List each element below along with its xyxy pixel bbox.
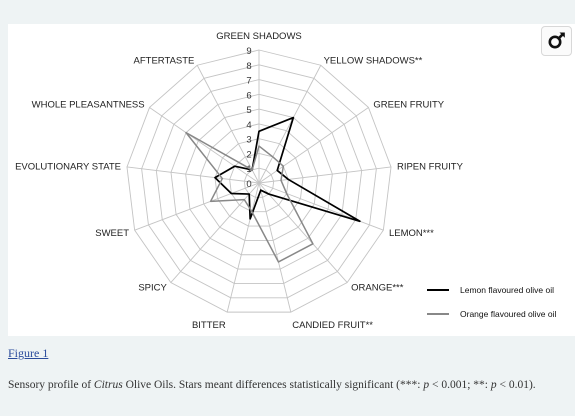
legend-label: Lemon flavoured olive oil xyxy=(460,285,554,295)
grid-ring xyxy=(229,152,289,213)
legend-label: Orange flavoured olive oil xyxy=(460,309,557,319)
grid-ring xyxy=(141,64,377,299)
tick-label: 9 xyxy=(246,46,251,57)
axis-label: GREEN SHADOWS xyxy=(216,31,302,42)
caption-p-symbol: p xyxy=(490,379,497,391)
tick-label: 3 xyxy=(246,135,251,146)
grid-spoke xyxy=(126,166,260,184)
tick-label: 7 xyxy=(246,76,251,87)
grid-spoke xyxy=(134,182,260,231)
series-line-lemon xyxy=(214,116,361,223)
axis-label: WHOLE PLEASANTNESS xyxy=(32,100,145,111)
grid-spoke xyxy=(258,182,292,313)
axis-label: GREEN FRUITY xyxy=(373,100,444,111)
caption-text: < 0.001; **: xyxy=(429,379,491,391)
grid-spoke xyxy=(258,182,384,231)
grid-spoke xyxy=(170,182,260,283)
tick-label: 0 xyxy=(246,179,251,190)
tick-label: 8 xyxy=(246,61,251,72)
series-line-orange xyxy=(185,131,314,263)
tick-label: 6 xyxy=(246,90,251,101)
grid-spoke xyxy=(226,182,260,313)
axis-label: YELLOW SHADOWS** xyxy=(324,55,423,66)
caption-text: Olive Oils. Stars meant differences stat… xyxy=(122,379,424,391)
axis-label: ORANGE*** xyxy=(351,283,404,294)
caption-genus: Citrus xyxy=(93,379,123,391)
grid-ring xyxy=(170,93,348,270)
axis-label: SWEET xyxy=(95,228,129,239)
grid-spoke xyxy=(196,65,260,184)
caption-p-symbol: p xyxy=(423,379,430,391)
grid-ring xyxy=(155,79,363,284)
grid-ring xyxy=(199,123,319,241)
tick-label: 5 xyxy=(246,105,251,116)
caption-text: Sensory profile of xyxy=(8,379,94,391)
magnify-expand-icon xyxy=(548,32,565,49)
expand-figure-button[interactable] xyxy=(541,26,572,56)
grid-spoke xyxy=(258,182,348,283)
grid-spoke xyxy=(149,107,260,184)
axis-label: AFTERTASTE xyxy=(134,55,195,66)
axis-label: SPICY xyxy=(138,283,167,294)
axis-label: CANDIED FRUIT** xyxy=(292,320,373,331)
axis-label: LEMON*** xyxy=(389,228,434,239)
figure-panel: 0 1 2 3 4 5 6 7 8 9 GREEN SHADOWS YELLOW SHADOWS** G… xyxy=(8,24,575,336)
axis-label: EVOLUTIONARY STATE xyxy=(15,162,121,173)
grid-ring xyxy=(126,49,392,313)
figure-link[interactable]: Figure 1 xyxy=(8,346,49,360)
axis-label: RIPEN FRUITY xyxy=(397,162,464,173)
figure-caption: Sensory profile of Citrus Olive Oils. St… xyxy=(8,377,570,394)
caption-text: < 0.01). xyxy=(496,379,536,391)
axis-label: BITTER xyxy=(192,320,226,331)
tick-label: 2 xyxy=(246,149,251,160)
tick-label: 4 xyxy=(246,120,251,131)
grid-spoke xyxy=(258,65,322,184)
